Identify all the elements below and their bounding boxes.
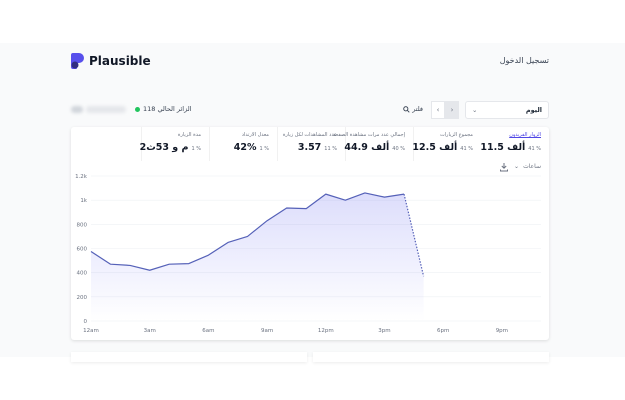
stat-label: عدد المشاهدات لكل زيارة xyxy=(282,132,337,138)
site-name-blurred[interactable] xyxy=(71,104,129,114)
data-point-4pm[interactable] xyxy=(402,193,405,196)
panel-card-right xyxy=(313,352,549,362)
x-tick-label: 9am xyxy=(261,328,273,334)
chevron-right-icon: › xyxy=(450,106,454,114)
x-tick-label: 12am xyxy=(83,328,99,334)
data-point-2pm[interactable] xyxy=(363,191,366,194)
data-point-1pm[interactable] xyxy=(344,199,347,202)
top-stats: الزوار الفريدون 11.5 ألف 41 % مجموع الزيارا… xyxy=(71,127,549,161)
data-point-8am[interactable] xyxy=(246,235,249,238)
stat-row: 3.57 11 % xyxy=(286,142,337,153)
stat-5[interactable]: مدة الزيارة 2م و 53ث 1 % xyxy=(140,127,209,161)
x-tick-label: 3am xyxy=(144,328,156,334)
stat-label: مجموع الزيارات xyxy=(439,132,473,138)
y-tick-label: 200 xyxy=(77,295,88,301)
chevron-down-icon: ⌄ xyxy=(472,106,478,114)
current-visitors[interactable]: 118 الزائر الحالي xyxy=(135,105,192,113)
data-point-1am[interactable] xyxy=(109,263,112,266)
stat-change: 41 % xyxy=(528,146,541,152)
login-link[interactable]: تسجيل الدخول xyxy=(499,56,549,65)
data-point-3pm[interactable] xyxy=(383,196,386,199)
interval-label: ساعات xyxy=(523,163,541,170)
stat-value: 2م و 53ث xyxy=(139,142,189,153)
stat-change: 40 % xyxy=(392,146,405,152)
data-point-7am[interactable] xyxy=(226,241,229,244)
brand-name: Plausible xyxy=(89,53,151,68)
data-point-2am[interactable] xyxy=(129,264,132,267)
series-line xyxy=(90,192,405,271)
data-point-6am[interactable] xyxy=(207,254,210,257)
stat-change: 41 % xyxy=(460,146,473,152)
y-tick-label: 1.2k xyxy=(75,174,88,180)
stat-value: 3.57 xyxy=(297,142,322,153)
stat-label: معدل الارتداد xyxy=(241,132,269,138)
prev-period-button[interactable]: ‹ xyxy=(431,101,445,119)
data-point-5am[interactable] xyxy=(187,262,190,265)
date-range-select[interactable]: ⌄ اليوم xyxy=(465,101,549,119)
next-period-button[interactable]: › xyxy=(445,101,459,119)
stat-0[interactable]: الزوار الفريدون 11.5 ألف 41 % xyxy=(480,127,549,161)
stat-row: 42% 1 % xyxy=(218,142,269,153)
stat-4[interactable]: معدل الارتداد 42% 1 % xyxy=(209,127,277,161)
live-dot-icon xyxy=(135,106,140,112)
brand-logo[interactable]: Plausible xyxy=(71,52,151,69)
date-range-value: اليوم xyxy=(525,106,542,114)
dashboard-toolbar: 118 الزائر الحالي فلتر ‹ › ⌄ اليوم xyxy=(71,101,549,119)
y-tick-label: 600 xyxy=(77,247,88,253)
data-point-4am[interactable] xyxy=(168,263,171,266)
stat-change: 1 % xyxy=(259,146,269,152)
x-tick-label: 3pm xyxy=(378,328,390,334)
series-line-partial xyxy=(403,193,425,277)
x-tick-label: 6pm xyxy=(437,328,449,334)
data-point-9am[interactable] xyxy=(265,219,268,222)
stat-row: 12.5 ألف 41 % xyxy=(412,142,473,153)
main-graph-card: الزوار الفريدون 11.5 ألف 41 % مجموع الزيارا… xyxy=(71,127,549,340)
filter-button[interactable]: فلتر xyxy=(403,105,423,113)
chevron-left-icon: ‹ xyxy=(436,106,440,114)
y-tick-label: 1k xyxy=(80,198,87,204)
x-tick-label: 9pm xyxy=(496,328,508,334)
y-tick-label: 400 xyxy=(77,271,88,277)
data-point-3am[interactable] xyxy=(148,269,151,272)
interval-select[interactable]: ⌄ ساعات xyxy=(514,163,541,170)
panel-card-left xyxy=(71,352,307,362)
data-point-12am[interactable] xyxy=(89,250,92,253)
x-tick-label: 12pm xyxy=(318,328,334,334)
download-icon[interactable] xyxy=(499,162,509,172)
x-tick-label: 6am xyxy=(202,328,214,334)
y-tick-label: 0 xyxy=(84,319,88,325)
stat-label: إجمالي عدد مرات مشاهدة الصفحة xyxy=(332,132,405,138)
current-visitors-text: 118 الزائر الحالي xyxy=(143,105,192,113)
stat-value: 11.5 ألف xyxy=(480,142,526,153)
stat-value: 42% xyxy=(233,142,257,153)
plausible-logo-icon xyxy=(71,53,84,69)
data-point-10am[interactable] xyxy=(285,206,288,209)
data-point-5pm[interactable] xyxy=(422,275,425,278)
data-point-11am[interactable] xyxy=(305,207,308,210)
date-navigation: ‹ › xyxy=(431,101,459,119)
stat-value: 12.5 ألف xyxy=(412,142,458,153)
series-area xyxy=(91,192,424,321)
stat-label: مدة الزيارة xyxy=(177,132,201,138)
data-point-12pm[interactable] xyxy=(324,193,327,196)
filter-label: فلتر xyxy=(412,105,423,113)
search-icon xyxy=(403,105,410,113)
stat-row: 44.9 ألف 40 % xyxy=(344,142,405,153)
y-tick-label: 800 xyxy=(77,222,88,228)
stat-3[interactable]: عدد المشاهدات لكل زيارة 3.57 11 % xyxy=(277,127,345,161)
stat-value: 44.9 ألف xyxy=(344,142,390,153)
stat-change: 1 % xyxy=(191,146,201,152)
visitors-line-chart: 0 200 400 600 800 1k 1.2k 12am 3am 6am 9am 12pm 3pm 6… xyxy=(75,174,541,334)
stat-2[interactable]: إجمالي عدد مرات مشاهدة الصفحة 44.9 ألف 40 … xyxy=(332,127,413,161)
stat-label: الزوار الفريدون xyxy=(509,132,541,138)
chevron-down-icon: ⌄ xyxy=(514,163,520,170)
stat-row: 11.5 ألف 41 % xyxy=(480,142,541,153)
top-navbar: Plausible تسجيل الدخول xyxy=(71,52,549,72)
stat-row: 2م و 53ث 1 % xyxy=(140,142,201,153)
stat-1[interactable]: مجموع الزيارات 12.5 ألف 41 % xyxy=(412,127,481,161)
stat-change: 11 % xyxy=(324,146,337,152)
